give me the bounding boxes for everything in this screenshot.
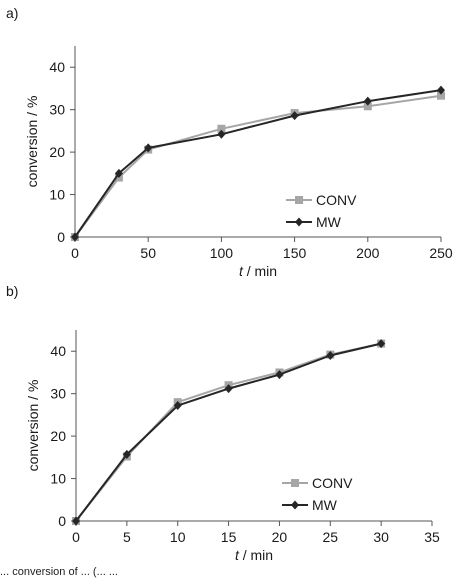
panel-b-series-mw-line: [75, 342, 382, 522]
panel-b-y-tick-label: 20: [50, 428, 66, 444]
panel-a-series-mw-point: [217, 129, 226, 139]
panel-a-legend-conv-marker: [295, 196, 303, 204]
panel-b-x-axis-title-unit: / min: [239, 547, 273, 563]
panel-b-x-tick-label: 5: [123, 529, 131, 545]
panel-b-y-tick-label: 30: [50, 386, 66, 402]
panel-a-legend-conv-label: CONV: [316, 192, 357, 208]
panel-b-y-axis-title: conversion / %: [25, 380, 41, 472]
panel-a-y-axis-title: conversion / %: [24, 96, 40, 188]
panel-b-series-mw-point: [224, 384, 233, 394]
panel-b-series-mw-point: [122, 449, 131, 459]
panel-b-legend-conv-marker: [291, 479, 299, 487]
panel-a-x-axis-title-symbol: t: [239, 263, 244, 279]
panel-a-label: a): [6, 5, 18, 21]
panel-b-x-tick-label: 0: [72, 529, 80, 545]
panel-b-legend-mw-marker: [291, 500, 299, 510]
panel-b-x-tick-label: 15: [221, 529, 237, 545]
panel-b-x-tick-label: 25: [322, 529, 338, 545]
panel-a-series-mw-point: [114, 168, 123, 178]
panel-b-y-tick-label: 10: [50, 471, 66, 487]
panel-a-series-conv-point: [217, 124, 226, 133]
panel-b-x-axis-title: t / min: [235, 547, 273, 563]
panel-b-x-tick-label: 20: [272, 529, 288, 545]
panel-a-series-mw-point: [290, 111, 299, 121]
panel-a-legend-mw-label: MW: [316, 214, 342, 230]
panel-b-series-conv-line: [75, 342, 382, 522]
panel-a-series-mw-point: [437, 85, 445, 95]
panel-a-x-tick-label: 50: [140, 245, 156, 261]
panel-b-series-mw-point: [377, 339, 386, 349]
panel-a-legend-mw-marker: [295, 217, 303, 227]
panel-a-series-mw-point: [71, 232, 79, 242]
panel-a-y-tick-label: 40: [49, 59, 65, 75]
panel-b-series-mw-point: [72, 516, 80, 526]
panel-a-x-tick-label: 250: [429, 245, 453, 261]
panel-a-series-mw-line: [74, 89, 442, 238]
panel-b-series-mw-point: [173, 401, 182, 411]
panel-a-y-tick-label: 10: [49, 187, 65, 203]
panel-b-y-tick-label: 0: [58, 513, 66, 529]
panel-a-y-tick-label: 30: [49, 102, 65, 118]
panel-b-x-axis-title-symbol: t: [235, 547, 240, 563]
panel-b-legend-conv-label: CONV: [312, 475, 353, 491]
panel-a-series-conv-line: [74, 94, 442, 238]
panel-b-x-tick-label: 10: [170, 529, 186, 545]
panel-b-x-tick-label: 35: [424, 529, 440, 545]
panel-b-legend-mw-label: MW: [312, 497, 338, 513]
panel-a-y-tick-label: 0: [57, 229, 65, 245]
panel-a-x-axis-title-unit: / min: [243, 263, 277, 279]
panel-b-series-mw-point: [326, 350, 335, 360]
panel-a-x-tick-label: 150: [283, 245, 307, 261]
panel-b-x-tick-label: 30: [373, 529, 389, 545]
panel-a-series-conv-point: [437, 91, 445, 100]
caption-fragment: ... conversion of ... (... ...: [0, 566, 118, 578]
panel-a-x-tick-label: 100: [210, 245, 234, 261]
panel-b-y-tick-label: 40: [50, 343, 66, 359]
panel-b-label: b): [6, 283, 18, 299]
panel-b-series-mw-point: [275, 370, 284, 380]
panel-a-x-tick-label: 200: [356, 245, 380, 261]
panel-a-series-conv-point: [363, 102, 372, 111]
panel-a-series-mw-point: [363, 96, 372, 106]
panel-a-x-tick-label: 0: [71, 245, 79, 261]
panel-a-x-axis-title: t / min: [239, 263, 277, 279]
panel-a-series-mw-point: [144, 143, 153, 153]
panel-a-y-tick-label: 20: [49, 144, 65, 160]
